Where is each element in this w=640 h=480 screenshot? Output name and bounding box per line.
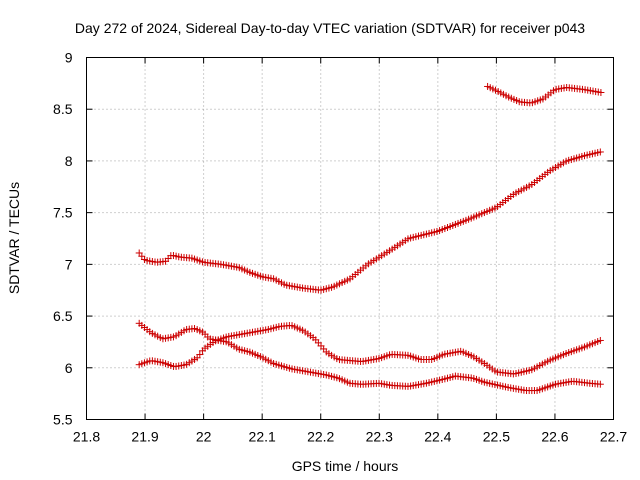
y-tick-label: 7.5 [53, 205, 73, 221]
x-tick-label: 22.1 [249, 429, 276, 445]
grid [86, 57, 614, 420]
data-point [596, 380, 604, 388]
x-tick-label: 22 [196, 429, 212, 445]
y-axis-title: SDTVAR / TECUs [6, 182, 22, 294]
data-point [196, 351, 204, 359]
chart-title: Day 272 of 2024, Sidereal Day-to-day VTE… [75, 20, 585, 36]
plot-frame [86, 57, 614, 420]
data-point [596, 336, 604, 344]
data-point [597, 89, 605, 97]
y-tick-labels: 5.5 6 6.5 7 7.5 8 8.5 9 [53, 50, 73, 428]
y-tick-label: 8.5 [53, 101, 73, 117]
x-tick-label: 22.4 [424, 429, 451, 445]
x-tick-labels: 21.8 21.9 22 22.1 22.2 22.3 22.4 22.5 22.6 22.7 [73, 429, 627, 445]
x-tick-label: 22.5 [483, 429, 510, 445]
x-tick-label: 22.3 [366, 429, 393, 445]
x-tick-label: 22.6 [541, 429, 568, 445]
series-series-4 [135, 322, 604, 378]
x-tick-label: 22.2 [307, 429, 334, 445]
x-tick-label: 22.7 [600, 429, 627, 445]
x-axis-title: GPS time / hours [292, 458, 399, 474]
y-tick-label: 6 [65, 360, 73, 376]
data-points [135, 82, 605, 395]
series-series-1 [135, 148, 604, 294]
series-series-2 [484, 82, 605, 107]
y-tick-label: 9 [65, 50, 73, 66]
data-point [596, 148, 604, 156]
y-tick-label: 5.5 [53, 412, 73, 428]
y-tick-label: 6.5 [53, 308, 73, 324]
x-tick-label: 21.8 [73, 429, 100, 445]
y-tick-label: 8 [65, 153, 73, 169]
series-series-3 [135, 319, 604, 395]
x-tick-label: 21.9 [131, 429, 158, 445]
y-tick-label: 7 [65, 256, 73, 272]
